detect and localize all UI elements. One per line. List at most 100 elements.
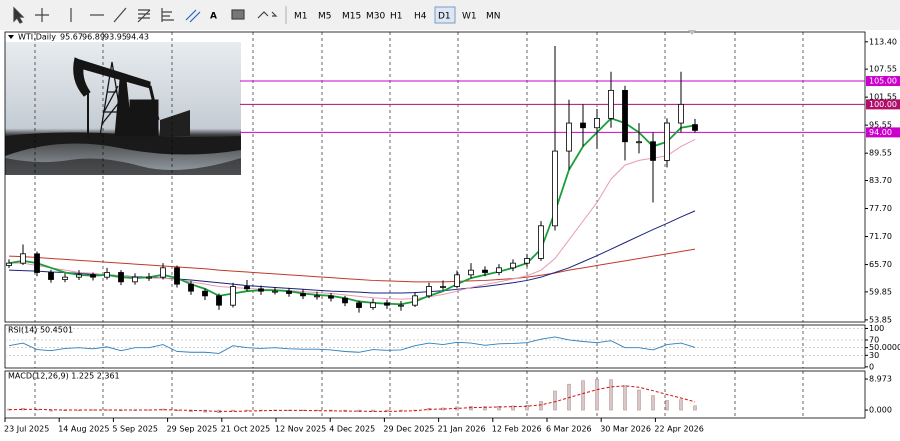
price-tick-label: 89.55 — [869, 149, 892, 158]
pane-frame — [4, 324, 866, 369]
date-label: 4 Dec 2025 — [329, 425, 375, 434]
cursor-tool[interactable] — [13, 6, 25, 24]
symbol-label: WTI.Daily — [18, 33, 56, 42]
pen-tool[interactable] — [185, 9, 201, 23]
trendline-tool[interactable] — [113, 7, 127, 23]
tool-icons: A — [13, 6, 287, 24]
rsi-tick-label: 50.0000 — [869, 343, 900, 352]
price-tick-label: 107.55 — [869, 65, 897, 74]
price-tick-label: 83.70 — [869, 176, 892, 185]
candle-body — [230, 286, 236, 306]
arrows-tool[interactable] — [257, 11, 278, 19]
panes: 113.40 107.55 101.55 95.55 89.55 83.70 77.70 71… — [4, 33, 900, 434]
date-label: 23 Jul 2025 — [4, 425, 49, 434]
timeframe-button[interactable]: D1 — [438, 12, 451, 22]
candle-body — [370, 302, 376, 308]
candle-body — [62, 276, 68, 280]
candle-body — [538, 225, 544, 259]
candle-body — [636, 141, 642, 144]
candle-body — [6, 262, 12, 266]
symbol-arrow — [8, 35, 14, 39]
macd-bar — [539, 401, 543, 411]
candle-body — [76, 274, 82, 278]
macd-bar — [511, 405, 515, 411]
timeframe-button[interactable]: M1 — [294, 12, 308, 22]
level-label: 94.00 — [869, 128, 892, 137]
date-label: 29 Dec 2025 — [383, 425, 434, 434]
candle-body — [468, 269, 474, 276]
candle-body — [300, 293, 306, 297]
price-tick-label: 71.70 — [869, 232, 892, 241]
candle-body — [258, 288, 264, 292]
timeframe-button[interactable]: M15 — [342, 12, 361, 22]
date-label: 21 Oct 2025 — [221, 425, 270, 434]
candle-body — [356, 302, 362, 308]
date-label: 6 Mar 2026 — [546, 425, 592, 434]
candle-body — [272, 290, 278, 293]
candle-body — [244, 286, 250, 290]
channel-tool[interactable] — [137, 9, 151, 23]
macd-bar — [665, 400, 669, 411]
candle-body — [482, 269, 488, 273]
price-tick-label: 95.55 — [869, 121, 892, 130]
level-tag — [866, 99, 900, 110]
candle-body — [160, 267, 166, 278]
timeframe-button[interactable]: W1 — [462, 12, 477, 22]
ohlc-value: 96.89 — [82, 33, 105, 42]
price-tick-label: 65.70 — [869, 260, 892, 269]
fibo-tool[interactable] — [161, 8, 174, 22]
shape-tool[interactable] — [231, 9, 245, 20]
photo-tank — [160, 110, 190, 136]
oil-photo — [5, 42, 241, 175]
candle-body — [664, 122, 670, 161]
macd-bar — [609, 379, 613, 411]
timeframe-button[interactable]: H4 — [414, 12, 427, 22]
price-tick-label: 113.40 — [869, 37, 897, 46]
macd-bar — [49, 409, 53, 412]
moving-average — [8, 248, 696, 283]
photo-reflection — [5, 158, 241, 175]
date-label: 29 Sep 2025 — [167, 425, 218, 434]
macd-bar — [693, 405, 697, 411]
macd-tick-label: 8.973 — [869, 375, 892, 384]
macd-bar — [581, 380, 585, 411]
grid — [4, 30, 866, 419]
macd-bar — [637, 389, 641, 411]
macd-bar — [245, 409, 249, 411]
text-tool[interactable]: A — [210, 12, 217, 22]
rsi-label: RSI(14) 50.4501 — [8, 326, 73, 335]
date-label: 14 Aug 2025 — [58, 425, 109, 434]
candle-body — [132, 276, 138, 283]
ohlc-value: 93.95 — [104, 33, 127, 42]
candle-body — [566, 122, 572, 152]
timeframe-button[interactable]: M5 — [318, 12, 332, 22]
timeframe-button[interactable]: MN — [486, 12, 501, 22]
macd-bar — [553, 390, 557, 411]
price-tick-label: 53.85 — [869, 315, 892, 324]
pane-frame — [4, 31, 866, 323]
candle-body — [104, 272, 110, 278]
candle-body — [398, 304, 404, 307]
price-tick-label: 59.85 — [869, 287, 892, 296]
ohlc-value: 94.43 — [126, 33, 149, 42]
macd-bar — [371, 409, 375, 412]
candle-body — [650, 141, 656, 161]
timeframe-button[interactable]: M30 — [366, 12, 385, 22]
macd-tick-label: 0.000 — [869, 406, 892, 415]
timeframe-button[interactable]: H1 — [390, 12, 403, 22]
candle-body — [496, 267, 502, 273]
candle-body — [678, 103, 684, 124]
candle-body — [524, 258, 530, 264]
active-timeframe — [434, 6, 456, 24]
date-label: 12 Nov 2025 — [275, 425, 326, 434]
pane-frame — [4, 370, 866, 419]
macd-bar — [679, 399, 683, 411]
candle-body — [20, 253, 26, 264]
crosshair-tool[interactable] — [35, 8, 49, 22]
timeframes: M1 M5 M15 M30 H1 H4 D1 W1 MN — [294, 6, 501, 24]
macd-label: MACD(12,26,9) 1.225 2.361 — [8, 372, 120, 381]
candle-body — [90, 274, 96, 278]
photo-ground — [5, 132, 241, 156]
rsi-tick-label: 70 — [869, 335, 879, 344]
